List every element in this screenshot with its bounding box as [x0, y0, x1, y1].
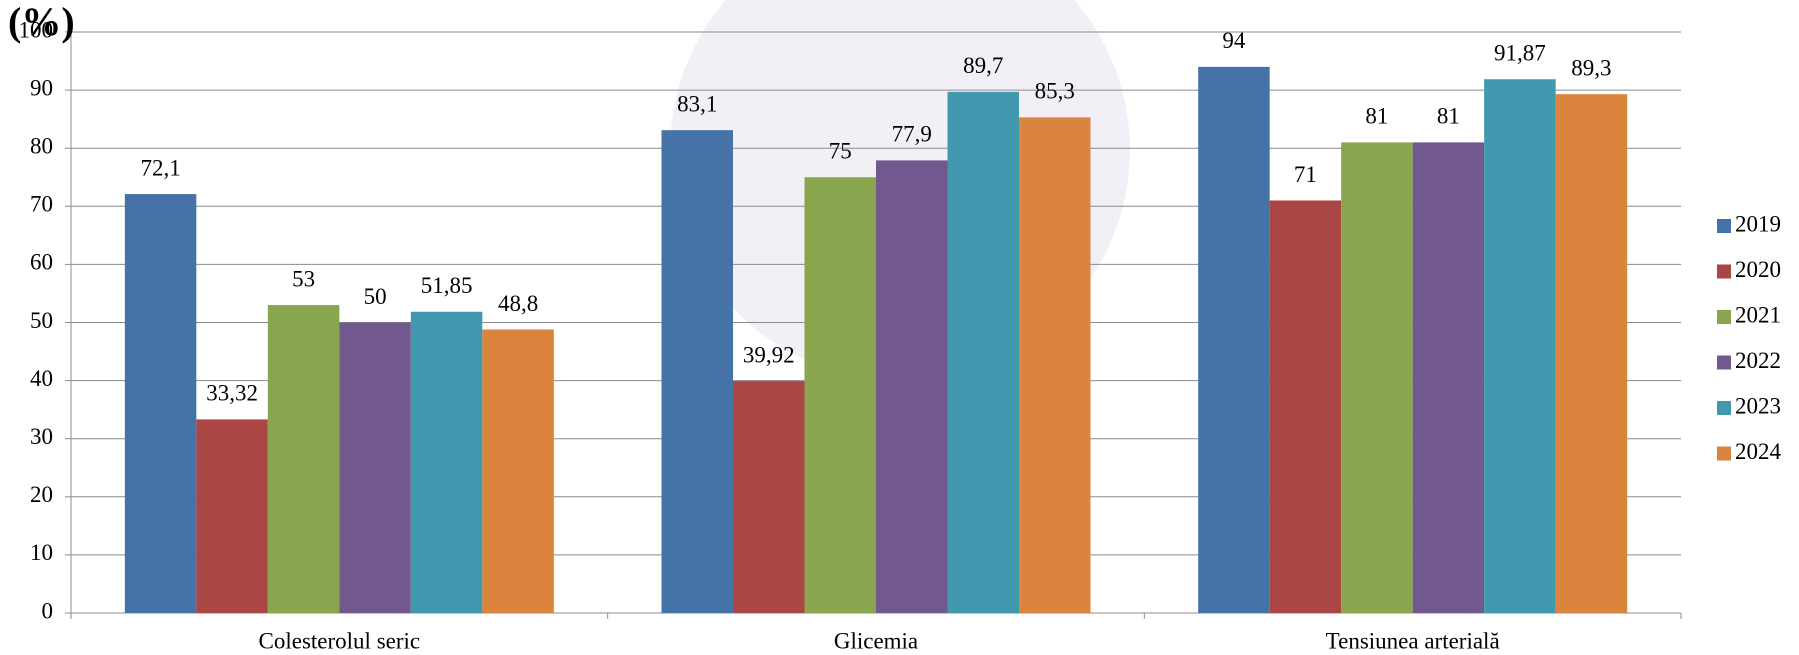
data-label: 81: [1437, 104, 1460, 129]
y-tick-label: 40: [30, 366, 53, 391]
bar: [1555, 94, 1628, 614]
y-tick-label: 50: [30, 308, 53, 333]
y-tick-label: 60: [30, 250, 53, 275]
data-label: 89,7: [963, 53, 1003, 78]
y-tick-label: 100: [19, 17, 54, 42]
legend-label: 2022: [1735, 348, 1781, 373]
legend-label: 2019: [1735, 211, 1781, 236]
chart-title: (%): [8, 0, 75, 44]
x-tick-label: Tensiunea arterială: [1326, 628, 1500, 653]
bar: [339, 322, 411, 613]
y-tick-label: 80: [30, 133, 53, 158]
data-label: 85,3: [1035, 79, 1075, 104]
legend-swatch: [1717, 446, 1731, 461]
data-label: 94: [1222, 28, 1246, 53]
data-label: 50: [364, 284, 387, 309]
legend-swatch: [1717, 310, 1731, 324]
legend-swatch: [1717, 401, 1731, 415]
x-tick-label: Colesterolul seric: [259, 628, 421, 653]
legend-label: 2023: [1735, 393, 1781, 418]
data-label: 83,1: [677, 91, 717, 116]
data-label: 91,87: [1494, 41, 1546, 66]
bar: [1019, 117, 1091, 614]
x-tick-label: Glicemia: [834, 628, 918, 653]
data-label: 89,3: [1571, 55, 1611, 80]
bar: [1484, 79, 1556, 614]
legend-label: 2020: [1735, 257, 1781, 282]
legend-swatch: [1717, 219, 1731, 233]
data-label: 48,8: [498, 291, 538, 316]
bar: [1412, 142, 1485, 613]
bar: [410, 311, 483, 613]
bar: [267, 305, 340, 613]
bar: [482, 329, 554, 613]
data-label: 72,1: [140, 155, 180, 180]
bar: [1269, 200, 1342, 614]
y-tick-label: 0: [42, 598, 54, 623]
legend-swatch: [1717, 264, 1731, 279]
data-label: 53: [292, 266, 315, 291]
data-label: 51,85: [421, 273, 473, 298]
bar: [124, 194, 197, 613]
bar: [1198, 66, 1270, 614]
data-label: 39,92: [743, 342, 795, 367]
y-tick-label: 20: [30, 482, 53, 507]
data-label: 33,32: [206, 381, 258, 406]
bar: [804, 177, 876, 613]
data-label: 81: [1365, 104, 1388, 129]
y-tick-label: 70: [30, 192, 53, 217]
legend-swatch: [1717, 355, 1731, 370]
bar: [733, 381, 805, 613]
y-tick-label: 30: [30, 424, 53, 449]
bar: [947, 91, 1019, 613]
bar: [661, 130, 733, 613]
legend-label: 2021: [1735, 302, 1781, 327]
bar: [876, 160, 948, 613]
data-label: 77,9: [892, 122, 932, 147]
y-tick-label: 10: [30, 540, 53, 565]
bar: [196, 419, 268, 613]
y-tick-label: 90: [30, 75, 53, 100]
data-label: 75: [829, 139, 852, 164]
bar: [1341, 142, 1413, 613]
legend-label: 2024: [1735, 439, 1782, 464]
data-label: 71: [1294, 162, 1317, 187]
